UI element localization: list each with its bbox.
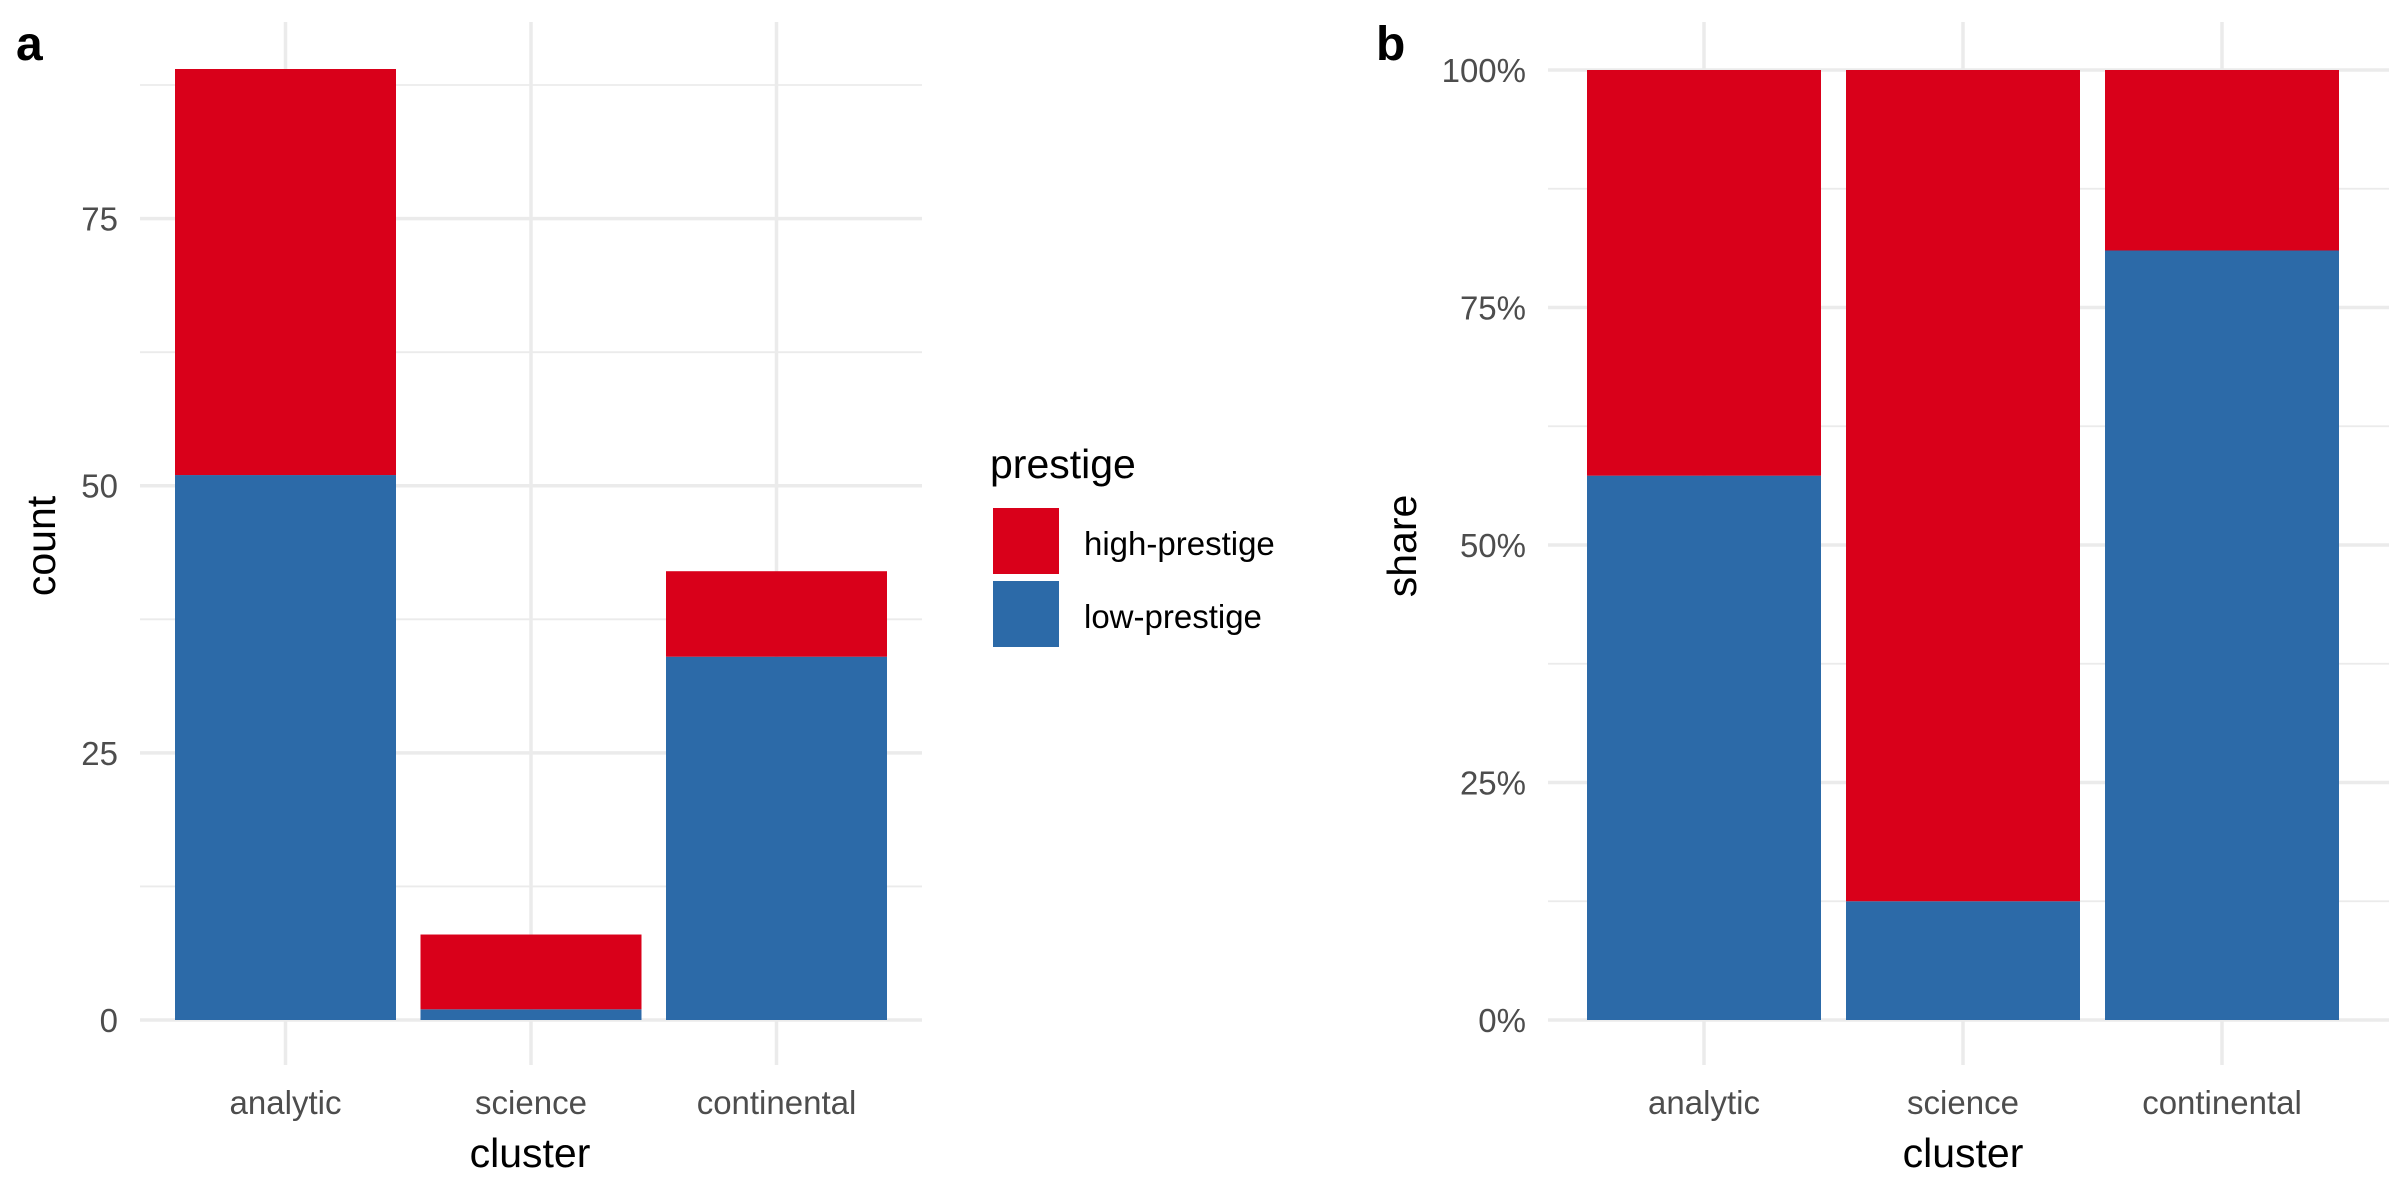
panel-a-x-tick-label-science: science xyxy=(475,1084,587,1121)
panel-b-bars xyxy=(1587,70,2339,1020)
panel-a-x-tick-label-analytic: analytic xyxy=(230,1084,342,1121)
panel-a-y-axis-title: count xyxy=(18,495,64,596)
panel-b-y-tick-label-0: 0% xyxy=(1478,1002,1526,1039)
panel-b-bar-science-high-prestige xyxy=(1846,70,2080,902)
panel-b-y-ticks: 0% 25% 50% 75% 100% xyxy=(1442,52,1526,1039)
panel-b-tag: b xyxy=(1376,18,1405,71)
panel-b-bar-science-low-prestige xyxy=(1846,901,2080,1020)
panel-b-x-ticks: analytic science continental xyxy=(1648,1084,2302,1121)
panel-b-bar-analytic-high-prestige xyxy=(1587,70,1821,476)
panel-b-bar-analytic-low-prestige xyxy=(1587,475,1821,1020)
legend: prestige high-prestige low-prestige xyxy=(990,441,1275,647)
panel-b-y-tick-label-4: 100% xyxy=(1442,52,1526,89)
panel-b-y-axis-title: share xyxy=(1379,495,1425,598)
panel-a-y-tick-label-1: 25 xyxy=(81,735,118,772)
panel-a-bar-science-low-prestige xyxy=(420,1009,642,1020)
panel-a-bar-continental-high-prestige xyxy=(666,571,887,657)
legend-title: prestige xyxy=(990,441,1136,487)
panel-a-x-tick-label-continental: continental xyxy=(697,1084,857,1121)
panel-a-y-tick-label-2: 50 xyxy=(81,468,118,505)
panel-b-y-tick-label-3: 75% xyxy=(1460,290,1526,327)
panel-a-bar-analytic-low-prestige xyxy=(175,475,396,1021)
panel-a-bar-continental-low-prestige xyxy=(666,656,887,1020)
legend-label-high-prestige: high-prestige xyxy=(1084,525,1275,562)
legend-label-low-prestige: low-prestige xyxy=(1084,598,1262,635)
panel-a-y-tick-label-0: 0 xyxy=(100,1002,118,1039)
panel-b-bar-continental-low-prestige xyxy=(2105,250,2339,1020)
panel-b-x-tick-label-continental: continental xyxy=(2142,1084,2302,1121)
panel-a-bar-science-high-prestige xyxy=(420,934,642,1010)
legend-key-low-prestige xyxy=(993,581,1059,647)
panel-b-bar-continental-high-prestige xyxy=(2105,70,2339,251)
panel-b-y-tick-label-2: 50% xyxy=(1460,527,1526,564)
legend-key-high-prestige xyxy=(993,508,1059,574)
panel-b-x-axis-title: cluster xyxy=(1903,1130,2024,1176)
panel-a-x-axis-title: cluster xyxy=(470,1130,591,1176)
panel-a-tag: a xyxy=(16,18,43,71)
panel-a-y-tick-label-3: 75 xyxy=(81,201,118,238)
panel-b-x-tick-label-science: science xyxy=(1907,1084,2019,1121)
panel-a-bars xyxy=(175,69,887,1021)
panel-a-x-ticks: analytic science continental xyxy=(230,1084,857,1121)
panel-b-x-tick-label-analytic: analytic xyxy=(1648,1084,1760,1121)
panel-b-y-tick-label-1: 25% xyxy=(1460,765,1526,802)
panel-a-bar-analytic-high-prestige xyxy=(175,69,396,476)
panel-a-y-ticks: 0 25 50 75 xyxy=(81,201,118,1039)
panel-a-chart: 0 25 50 75 analytic science continental a clu… xyxy=(16,18,922,1176)
panel-b-chart: 0% 25% 50% 75% 100% analytic science continent… xyxy=(1376,18,2389,1176)
